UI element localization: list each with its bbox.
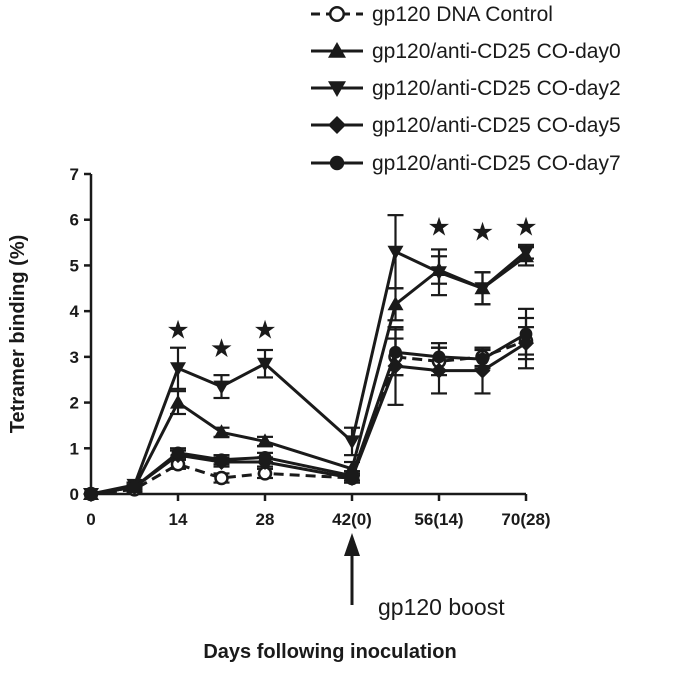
legend-label: gp120 DNA Control — [372, 3, 553, 26]
data-point — [389, 345, 402, 359]
legend-item-5: gp120/anti-CD25 CO-day7 — [311, 152, 621, 175]
significance-star: ★ — [514, 213, 537, 243]
boost-label: gp120 boost — [378, 594, 505, 620]
data-point — [170, 362, 186, 377]
x-tick-label: 0 — [86, 510, 95, 529]
data-point — [170, 394, 186, 409]
data-point — [344, 435, 360, 450]
data-point — [214, 470, 229, 486]
data-point — [476, 352, 489, 366]
data-point — [258, 451, 272, 464]
data-point — [257, 433, 273, 448]
y-tick-label: 7 — [70, 165, 79, 184]
y-tick-label: 3 — [70, 348, 79, 367]
data-point — [84, 487, 98, 501]
data-point — [387, 245, 404, 260]
significance-star: ★ — [471, 217, 494, 247]
series-line — [90, 332, 527, 496]
significance-star: ★ — [166, 316, 189, 346]
axes: 0 1 2 3 4 5 6 7 0 14 28 42(0) 56(14) 70(28) Tetramer b… — [7, 165, 551, 663]
y-tick-label: 1 — [70, 439, 79, 458]
legend: gp120 DNA Control gp120/anti-CD25 CO-day0… — [311, 3, 621, 175]
data-point — [387, 296, 404, 311]
legend-item-4: gp120/anti-CD25 CO-day5 — [311, 114, 621, 137]
legend-marker — [328, 81, 346, 97]
y-tick-label: 4 — [70, 302, 80, 321]
y-tick-label: 6 — [70, 211, 79, 230]
y-axis-title: Tetramer binding (%) — [7, 235, 29, 434]
boost-arrow-head — [344, 533, 360, 556]
data-point — [474, 362, 491, 379]
legend-marker — [328, 116, 346, 134]
series-layer — [83, 214, 534, 502]
legend-label: gp120/anti-CD25 CO-day5 — [372, 114, 621, 137]
significance-star: ★ — [427, 213, 450, 243]
x-tick-label: 56(14) — [414, 510, 463, 529]
x-tick-label: 28 — [256, 510, 275, 529]
legend-marker — [328, 42, 346, 58]
data-point — [213, 380, 230, 395]
data-point — [474, 282, 491, 297]
x-axis-title: Days following inoculation — [203, 641, 456, 663]
data-point — [213, 424, 230, 439]
series-2 — [83, 246, 534, 500]
y-tick-label: 0 — [70, 485, 79, 504]
data-point — [128, 480, 141, 494]
data-point — [431, 266, 447, 281]
legend-item-1: gp120 DNA Control — [311, 3, 553, 26]
series-5 — [84, 307, 534, 501]
data-point — [215, 453, 228, 467]
data-point — [257, 357, 273, 372]
data-point — [345, 469, 359, 483]
legend-label: gp120/anti-CD25 CO-day0 — [372, 40, 621, 63]
legend-label: gp120/anti-CD25 CO-day2 — [372, 77, 621, 100]
legend-marker — [329, 6, 345, 22]
x-tick-label: 14 — [169, 510, 188, 529]
data-point — [519, 327, 533, 341]
significance-layer: ★ ★ ★ ★ ★ ★ — [166, 213, 537, 364]
significance-star: ★ — [210, 334, 233, 364]
series-line — [90, 250, 527, 496]
y-tick-label: 2 — [70, 394, 79, 413]
series-line — [90, 255, 527, 496]
legend-marker — [329, 155, 345, 171]
legend-item-2: gp120/anti-CD25 CO-day0 — [311, 40, 621, 63]
data-point — [171, 446, 185, 460]
data-point — [432, 350, 446, 364]
legend-item-3: gp120/anti-CD25 CO-day2 — [311, 77, 621, 100]
data-point — [518, 245, 534, 260]
annotation-layer: gp120 boost — [344, 533, 505, 620]
significance-star: ★ — [253, 316, 276, 346]
x-tick-label: 42(0) — [332, 510, 372, 529]
legend-label: gp120/anti-CD25 CO-day7 — [372, 152, 621, 175]
x-tick-label: 70(28) — [501, 510, 550, 529]
y-tick-label: 5 — [70, 256, 79, 275]
